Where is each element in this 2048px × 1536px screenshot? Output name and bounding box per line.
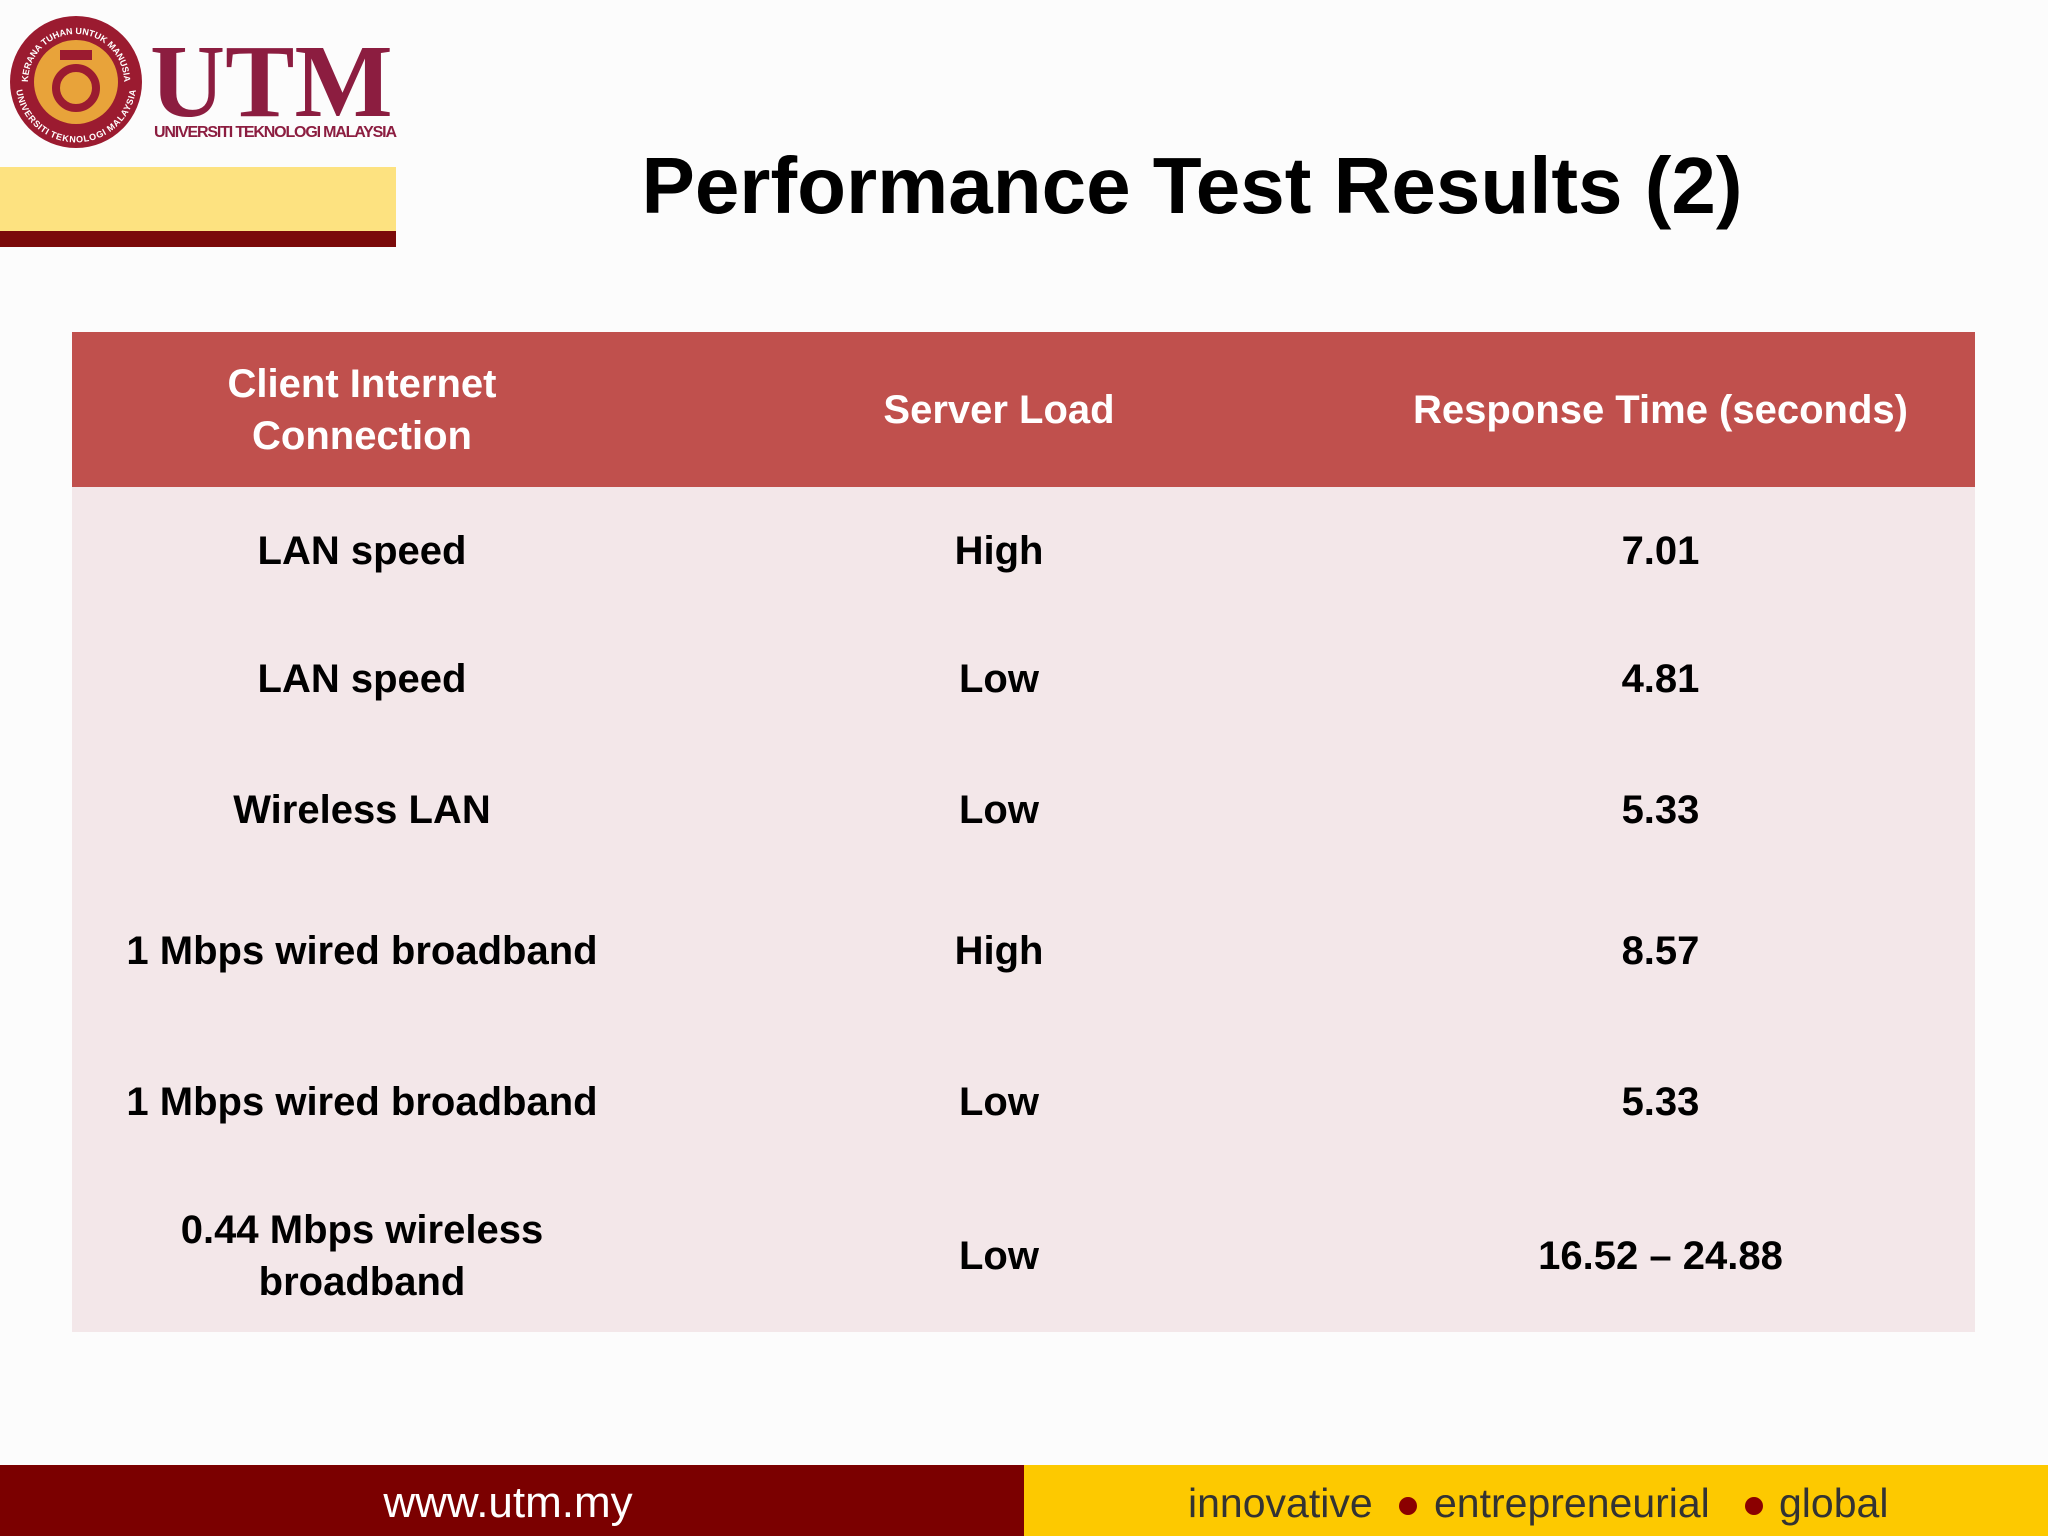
table-cell: 5.33 [1346,1025,1975,1179]
slide-title: Performance Test Results (2) [641,141,1743,230]
logo-seal-inner [34,40,118,124]
tagline-word: global [1779,1480,1889,1526]
logo: KERANA TUHAN UNTUK MANUSIA UNIVERSITI TE… [0,16,397,247]
table-cell: LAN speed [72,615,652,743]
logo-name: UNIVERSITI TEKNOLOGI MALAYSIA [154,124,397,141]
header-cell: Client Internet Connection [72,332,652,487]
tagline-dot [1745,1497,1763,1515]
header-cell: Response Time (seconds) [1346,332,1975,487]
table-row: 1 Mbps wired broadband High 8.57 [72,877,1975,1025]
table-cell: Low [652,743,1346,877]
table-cell: 4.81 [1346,615,1975,743]
table-row: Wireless LAN Low 5.33 [72,743,1975,877]
table-cell: High [652,487,1346,615]
header-row: Client Internet Connection Server Load Res… [72,332,1975,487]
logo-emblem-bar [60,50,92,60]
accent-band [0,167,396,231]
logo-emblem [52,64,100,112]
header-cell: Server Load [652,332,1346,487]
results-table: Client Internet Connection Server Load Res… [72,332,1975,1332]
table-row: LAN speed Low 4.81 [72,615,1975,743]
table-cell: 5.33 [1346,743,1975,877]
footer-url: www.utm.my [383,1478,633,1527]
table-cell: Low [652,1179,1346,1332]
table-cell: 1 Mbps wired broadband [72,877,652,1025]
accent-bar [0,231,396,247]
table-cell: LAN speed [72,487,652,615]
table-cell: 7.01 [1346,487,1975,615]
table-cell: 1 Mbps wired broadband [72,1025,652,1179]
table-cell: Low [652,615,1346,743]
table-row: LAN speed High 7.01 [72,487,1975,615]
table-cell: Wireless LAN [72,743,652,877]
footer-left [0,1465,1024,1536]
table-cell: Low [652,1025,1346,1179]
table-row: 0.44 Mbps wireless broadband Low 16.52 – 2… [72,1179,1975,1332]
logo-acronym: UTM [150,24,393,139]
table-cell: 16.52 – 24.88 [1346,1179,1975,1332]
footer-right [1024,1465,2048,1536]
table-cell: High [652,877,1346,1025]
table-row: 1 Mbps wired broadband Low 5.33 [72,1025,1975,1179]
tagline-word: innovative [1188,1480,1373,1526]
tagline-dot [1399,1497,1417,1515]
table-cell: 8.57 [1346,877,1975,1025]
table-cell: 0.44 Mbps wireless broadband [72,1179,652,1332]
tagline-word: entrepreneurial [1434,1480,1710,1526]
